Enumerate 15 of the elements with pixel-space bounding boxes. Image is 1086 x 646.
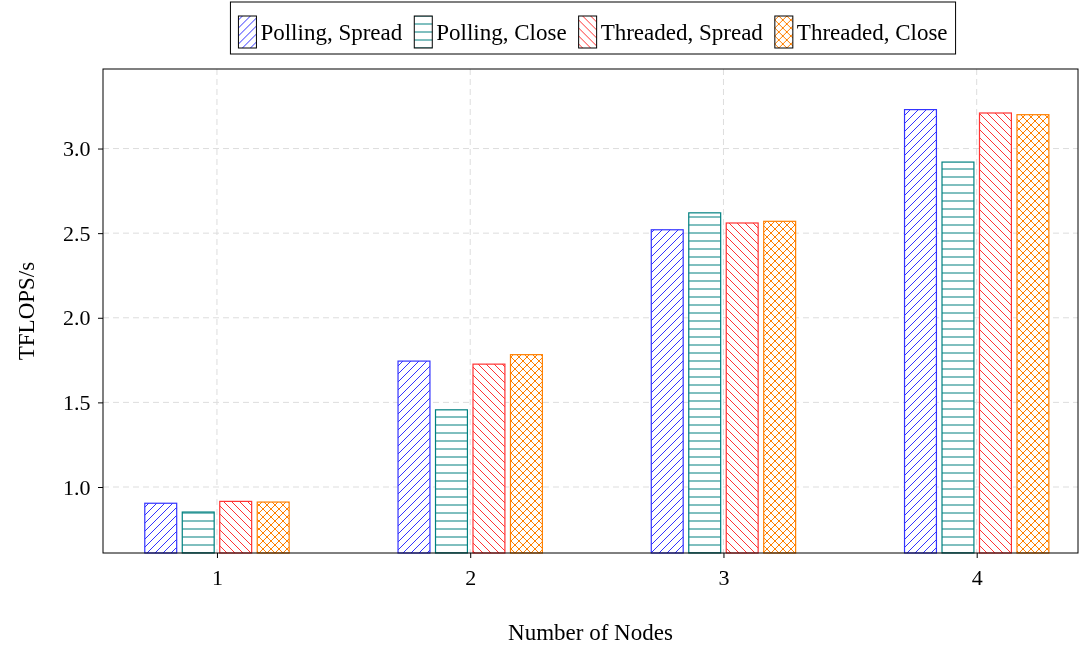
legend-label: Polling, Close (436, 20, 567, 45)
x-tick-label: 2 (465, 565, 477, 591)
y-tick-label: 1.5 (63, 389, 91, 415)
legend-label: Threaded, Close (796, 20, 948, 45)
x-tick-label: 4 (971, 565, 983, 591)
legend-label: Threaded, Spread (600, 20, 764, 45)
y-axis-title: TFLOPS/s (14, 261, 39, 361)
y-tick-label: 3.0 (63, 136, 91, 162)
y-tick-label: 1.0 (63, 474, 91, 500)
legend-label: Polling, Spread (260, 20, 403, 45)
x-tick-label: 1 (211, 565, 223, 591)
y-tick-label: 2.0 (63, 305, 91, 331)
y-tick-label: 2.5 (63, 220, 91, 246)
x-axis-title: Number of Nodes (508, 620, 673, 645)
x-tick-label: 3 (718, 565, 730, 591)
